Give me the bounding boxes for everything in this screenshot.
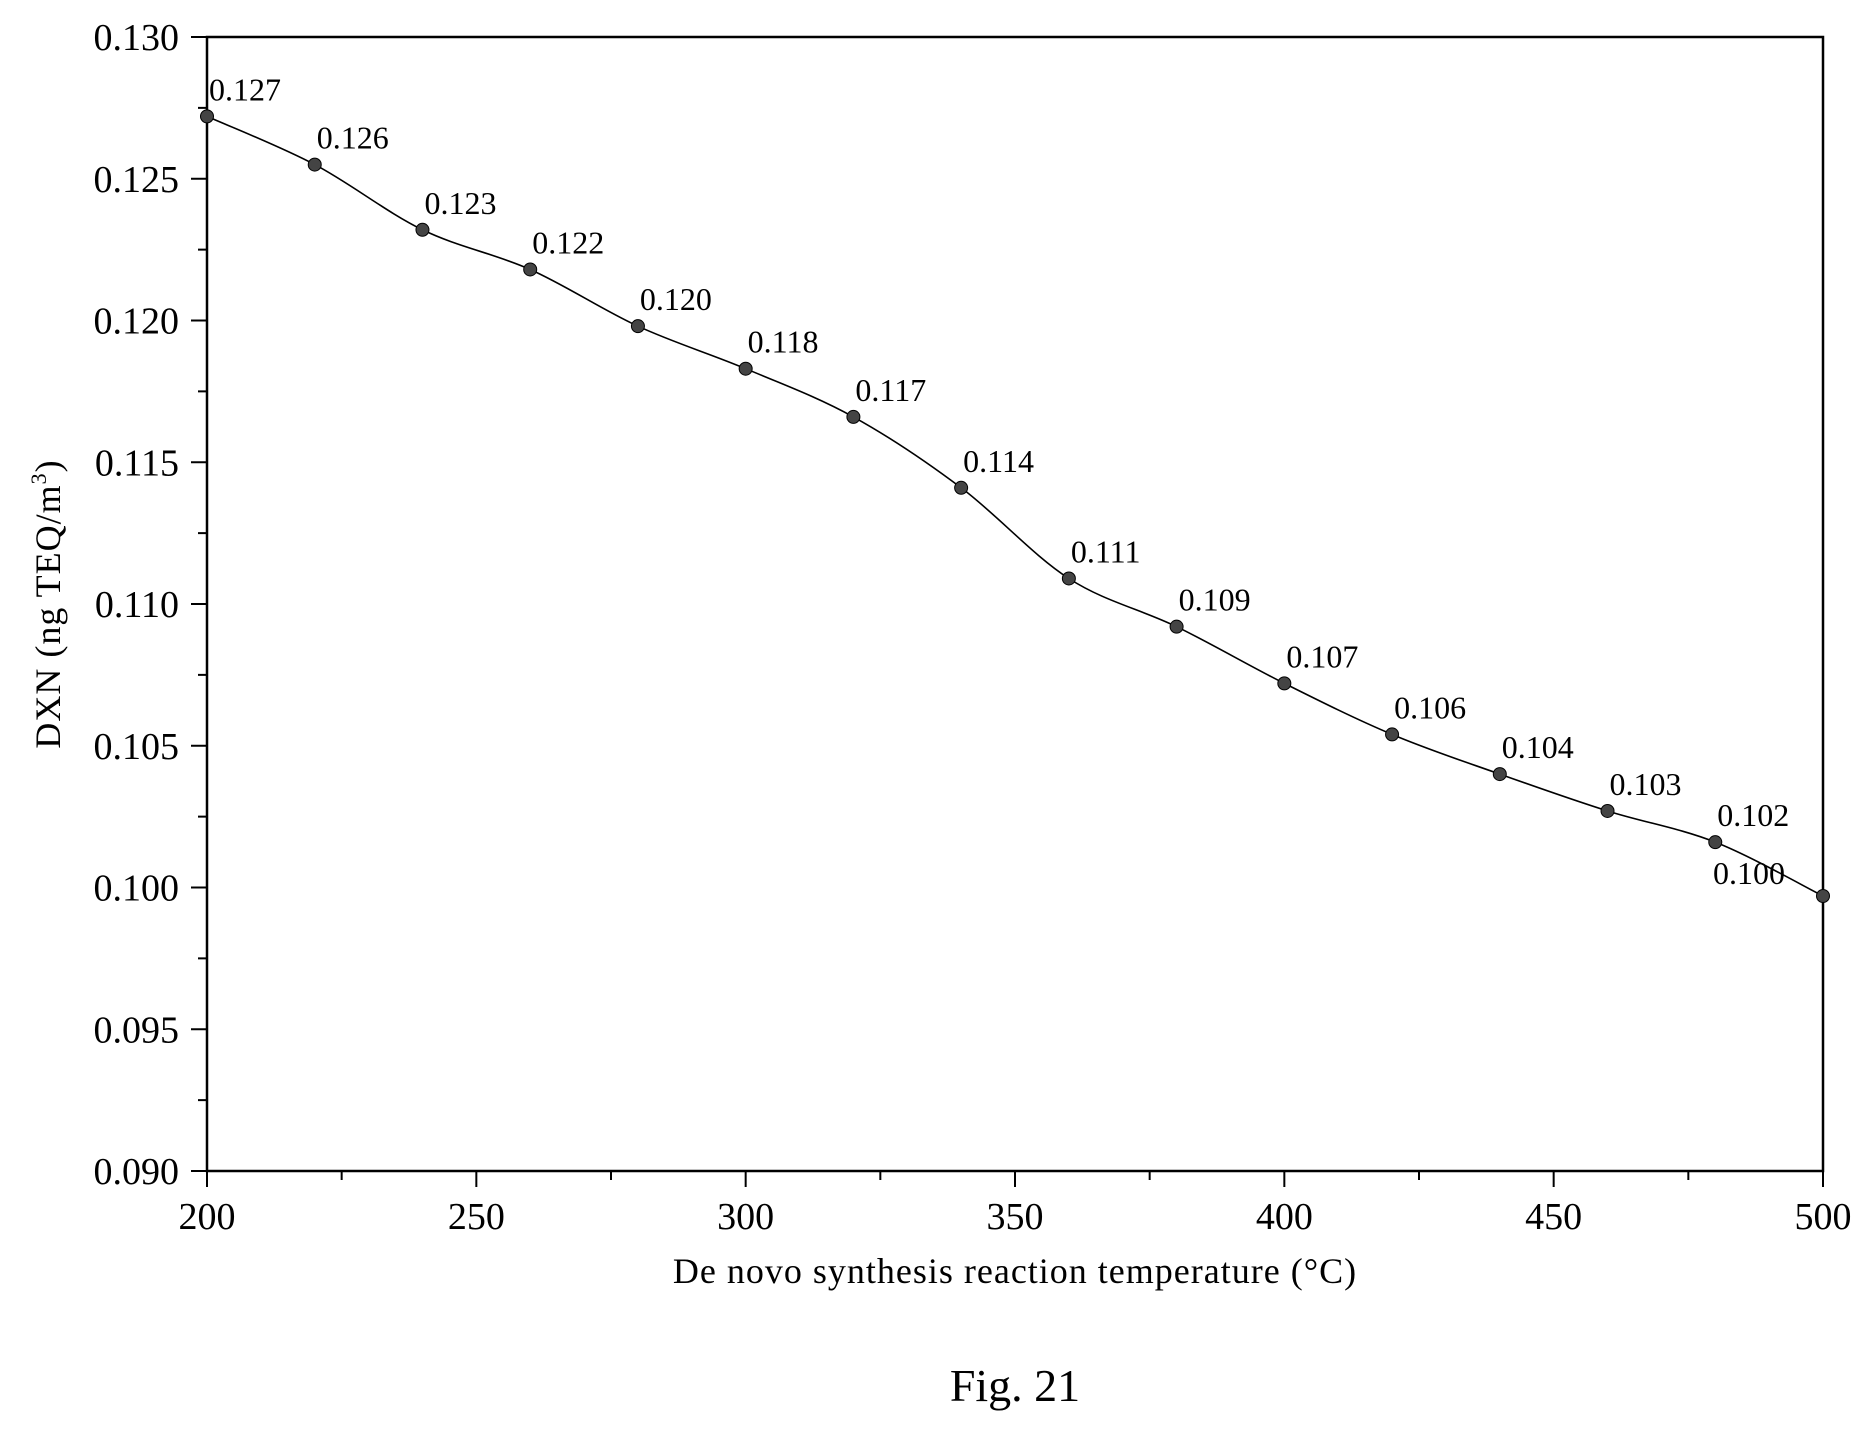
data-label: 0.104 [1502, 729, 1574, 765]
data-label: 0.114 [963, 443, 1034, 479]
figure-caption: Fig. 21 [950, 1360, 1080, 1411]
x-tick-label: 500 [1795, 1196, 1852, 1238]
data-point [1277, 676, 1292, 691]
data-point [738, 361, 753, 376]
data-label: 0.118 [748, 324, 819, 360]
data-point [1708, 835, 1723, 850]
data-label: 0.100 [1713, 855, 1785, 891]
data-point [630, 319, 645, 334]
data-point [1492, 767, 1507, 782]
y-tick-label: 0.115 [95, 442, 179, 484]
data-point [1816, 889, 1830, 904]
data-point [1169, 619, 1184, 634]
x-tick-label: 450 [1525, 1196, 1582, 1238]
data-point [954, 480, 969, 495]
y-axis-title-close: ) [28, 459, 68, 472]
data-labels: 0.127 0.126 0.123 0.122 0.120 0.118 0.117 0.114… [209, 71, 1789, 891]
y-tick-label: 0.100 [94, 868, 180, 910]
y-tick-label: 0.120 [94, 301, 180, 343]
data-label: 0.123 [424, 185, 496, 221]
data-point [846, 409, 861, 424]
data-label: 0.120 [640, 281, 712, 317]
data-label: 0.126 [317, 120, 389, 156]
data-label: 0.103 [1610, 766, 1682, 802]
data-label: 0.109 [1179, 582, 1251, 618]
x-axis-title: De novo synthesis reaction temperature (… [673, 1251, 1357, 1291]
data-label: 0.122 [532, 224, 604, 260]
data-point [1061, 571, 1076, 586]
x-tick-label: 350 [987, 1196, 1044, 1238]
y-tick-label: 0.095 [94, 1009, 180, 1051]
data-label: 0.106 [1394, 689, 1466, 725]
data-point [1600, 803, 1615, 818]
data-point [1385, 727, 1400, 742]
data-label: 0.127 [209, 71, 281, 107]
data-point [415, 222, 430, 237]
y-axis-ticks: 0.090 0.095 0.100 0.105 0.110 0.115 0.120 0.125… [94, 17, 207, 1193]
x-axis-ticks: 200 250 300 350 400 450 500 [179, 1171, 1852, 1238]
data-label: 0.117 [855, 372, 926, 408]
y-tick-label: 0.090 [94, 1151, 180, 1193]
y-tick-label: 0.130 [94, 17, 180, 59]
y-tick-label: 0.125 [94, 159, 180, 201]
series-line [206, 115, 1824, 897]
y-axis-title-superscript: 3 [26, 472, 51, 484]
y-tick-label: 0.105 [94, 726, 180, 768]
y-axis-title: DXN (ng TEQ/m3) [26, 459, 68, 748]
data-point [200, 109, 214, 124]
x-tick-label: 400 [1256, 1196, 1313, 1238]
x-tick-label: 300 [717, 1196, 774, 1238]
y-axis-title-main: DXN (ng TEQ/m [28, 484, 68, 748]
data-label: 0.102 [1717, 797, 1789, 833]
data-point [307, 157, 322, 172]
data-label: 0.111 [1071, 533, 1141, 569]
data-point [523, 262, 538, 277]
y-tick-label: 0.110 [95, 584, 179, 626]
x-tick-label: 250 [448, 1196, 505, 1238]
data-markers [200, 109, 1830, 904]
x-tick-label: 200 [179, 1196, 236, 1238]
data-label: 0.107 [1286, 638, 1358, 674]
